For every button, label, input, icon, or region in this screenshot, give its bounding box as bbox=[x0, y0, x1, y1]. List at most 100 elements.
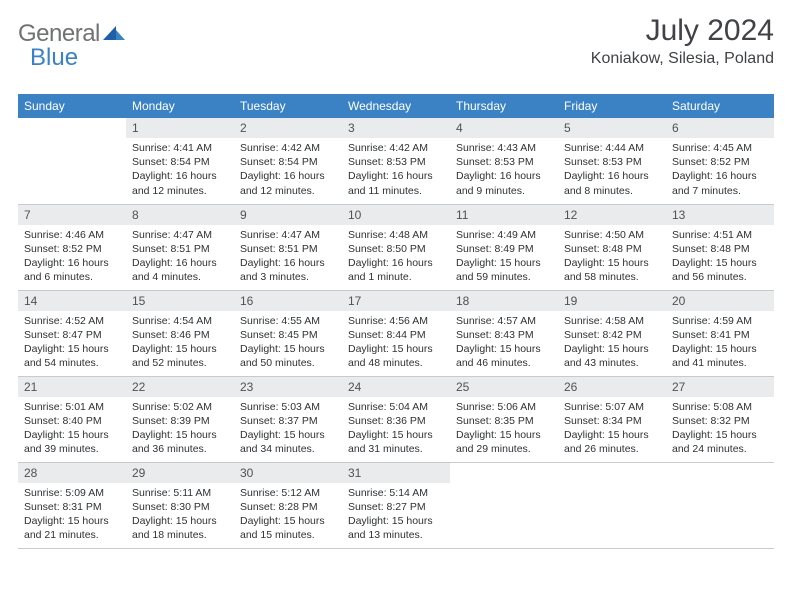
day-detail-line: Sunset: 8:52 PM bbox=[672, 155, 768, 169]
day-detail-line: Sunset: 8:53 PM bbox=[564, 155, 660, 169]
day-detail-line: Sunset: 8:31 PM bbox=[24, 500, 120, 514]
day-detail-line: Daylight: 16 hours bbox=[132, 256, 228, 270]
calendar-day-cell: 13Sunrise: 4:51 AMSunset: 8:48 PMDayligh… bbox=[666, 204, 774, 290]
day-detail-line: Sunset: 8:34 PM bbox=[564, 414, 660, 428]
day-detail-line: and 29 minutes. bbox=[456, 442, 552, 456]
day-number: 22 bbox=[126, 377, 234, 397]
day-detail-line: Daylight: 15 hours bbox=[240, 514, 336, 528]
calendar-day-cell: 21Sunrise: 5:01 AMSunset: 8:40 PMDayligh… bbox=[18, 376, 126, 462]
day-details: Sunrise: 5:02 AMSunset: 8:39 PMDaylight:… bbox=[126, 397, 234, 461]
day-details: Sunrise: 4:47 AMSunset: 8:51 PMDaylight:… bbox=[234, 225, 342, 289]
day-details: Sunrise: 5:06 AMSunset: 8:35 PMDaylight:… bbox=[450, 397, 558, 461]
day-detail-line: Daylight: 16 hours bbox=[564, 169, 660, 183]
day-detail-line: Sunset: 8:42 PM bbox=[564, 328, 660, 342]
day-details: Sunrise: 5:01 AMSunset: 8:40 PMDaylight:… bbox=[18, 397, 126, 461]
day-detail-line: Daylight: 16 hours bbox=[240, 256, 336, 270]
calendar-day-cell: 9Sunrise: 4:47 AMSunset: 8:51 PMDaylight… bbox=[234, 204, 342, 290]
day-detail-line: Sunrise: 4:59 AM bbox=[672, 314, 768, 328]
calendar-day-cell: 6Sunrise: 4:45 AMSunset: 8:52 PMDaylight… bbox=[666, 118, 774, 204]
calendar-day-cell: 18Sunrise: 4:57 AMSunset: 8:43 PMDayligh… bbox=[450, 290, 558, 376]
calendar-day-cell: 4Sunrise: 4:43 AMSunset: 8:53 PMDaylight… bbox=[450, 118, 558, 204]
calendar-week-row: 7Sunrise: 4:46 AMSunset: 8:52 PMDaylight… bbox=[18, 204, 774, 290]
day-details: Sunrise: 5:07 AMSunset: 8:34 PMDaylight:… bbox=[558, 397, 666, 461]
day-details: Sunrise: 4:44 AMSunset: 8:53 PMDaylight:… bbox=[558, 138, 666, 202]
calendar-day-cell: 29Sunrise: 5:11 AMSunset: 8:30 PMDayligh… bbox=[126, 462, 234, 548]
day-number: 5 bbox=[558, 118, 666, 138]
calendar-day-cell: 27Sunrise: 5:08 AMSunset: 8:32 PMDayligh… bbox=[666, 376, 774, 462]
day-detail-line: and 48 minutes. bbox=[348, 356, 444, 370]
calendar-day-cell: 16Sunrise: 4:55 AMSunset: 8:45 PMDayligh… bbox=[234, 290, 342, 376]
calendar-day-cell bbox=[666, 462, 774, 548]
day-details: Sunrise: 5:12 AMSunset: 8:28 PMDaylight:… bbox=[234, 483, 342, 547]
day-detail-line: Sunrise: 4:47 AM bbox=[240, 228, 336, 242]
day-detail-line: Sunset: 8:27 PM bbox=[348, 500, 444, 514]
day-detail-line: and 3 minutes. bbox=[240, 270, 336, 284]
day-detail-line: Sunset: 8:36 PM bbox=[348, 414, 444, 428]
day-details: Sunrise: 4:58 AMSunset: 8:42 PMDaylight:… bbox=[558, 311, 666, 375]
calendar-day-cell: 23Sunrise: 5:03 AMSunset: 8:37 PMDayligh… bbox=[234, 376, 342, 462]
day-details: Sunrise: 5:09 AMSunset: 8:31 PMDaylight:… bbox=[18, 483, 126, 547]
calendar-week-row: 1Sunrise: 4:41 AMSunset: 8:54 PMDaylight… bbox=[18, 118, 774, 204]
day-details: Sunrise: 4:48 AMSunset: 8:50 PMDaylight:… bbox=[342, 225, 450, 289]
header: General July 2024 Koniakow, Silesia, Pol… bbox=[18, 14, 774, 68]
day-detail-line: Sunrise: 5:04 AM bbox=[348, 400, 444, 414]
day-detail-line: Daylight: 16 hours bbox=[240, 169, 336, 183]
logo-blue-row: Blue bbox=[30, 44, 78, 72]
calendar-day-cell bbox=[450, 462, 558, 548]
day-detail-line: and 43 minutes. bbox=[564, 356, 660, 370]
day-detail-line: and 18 minutes. bbox=[132, 528, 228, 542]
calendar-day-cell: 30Sunrise: 5:12 AMSunset: 8:28 PMDayligh… bbox=[234, 462, 342, 548]
day-details: Sunrise: 4:45 AMSunset: 8:52 PMDaylight:… bbox=[666, 138, 774, 202]
day-detail-line: Sunrise: 4:57 AM bbox=[456, 314, 552, 328]
calendar-day-cell bbox=[18, 118, 126, 204]
day-details: Sunrise: 4:54 AMSunset: 8:46 PMDaylight:… bbox=[126, 311, 234, 375]
day-number: 19 bbox=[558, 291, 666, 311]
day-detail-line: Daylight: 15 hours bbox=[564, 342, 660, 356]
calendar-day-cell: 26Sunrise: 5:07 AMSunset: 8:34 PMDayligh… bbox=[558, 376, 666, 462]
title-block: July 2024 Koniakow, Silesia, Poland bbox=[591, 14, 774, 68]
location-text: Koniakow, Silesia, Poland bbox=[591, 50, 774, 68]
day-detail-line: Sunset: 8:53 PM bbox=[456, 155, 552, 169]
day-detail-line: Sunset: 8:30 PM bbox=[132, 500, 228, 514]
day-detail-line: Sunset: 8:37 PM bbox=[240, 414, 336, 428]
day-number: 28 bbox=[18, 463, 126, 483]
day-number: 12 bbox=[558, 205, 666, 225]
day-detail-line: Sunrise: 4:44 AM bbox=[564, 141, 660, 155]
day-detail-line: Sunrise: 5:07 AM bbox=[564, 400, 660, 414]
day-detail-line: and 54 minutes. bbox=[24, 356, 120, 370]
day-details: Sunrise: 5:11 AMSunset: 8:30 PMDaylight:… bbox=[126, 483, 234, 547]
day-details: Sunrise: 4:52 AMSunset: 8:47 PMDaylight:… bbox=[18, 311, 126, 375]
day-detail-line: Daylight: 15 hours bbox=[564, 428, 660, 442]
calendar-day-cell: 11Sunrise: 4:49 AMSunset: 8:49 PMDayligh… bbox=[450, 204, 558, 290]
calendar-day-cell: 8Sunrise: 4:47 AMSunset: 8:51 PMDaylight… bbox=[126, 204, 234, 290]
day-detail-line: and 58 minutes. bbox=[564, 270, 660, 284]
day-details: Sunrise: 4:47 AMSunset: 8:51 PMDaylight:… bbox=[126, 225, 234, 289]
day-detail-line: Sunrise: 4:54 AM bbox=[132, 314, 228, 328]
day-detail-line: Sunset: 8:46 PM bbox=[132, 328, 228, 342]
logo-shape-icon bbox=[102, 23, 126, 46]
day-detail-line: Sunrise: 4:58 AM bbox=[564, 314, 660, 328]
calendar-day-cell: 24Sunrise: 5:04 AMSunset: 8:36 PMDayligh… bbox=[342, 376, 450, 462]
day-number: 29 bbox=[126, 463, 234, 483]
day-number: 25 bbox=[450, 377, 558, 397]
month-title: July 2024 bbox=[591, 14, 774, 48]
day-number: 31 bbox=[342, 463, 450, 483]
day-detail-line: Sunset: 8:52 PM bbox=[24, 242, 120, 256]
day-number: 9 bbox=[234, 205, 342, 225]
day-detail-line: Daylight: 15 hours bbox=[240, 342, 336, 356]
day-detail-line: Sunset: 8:44 PM bbox=[348, 328, 444, 342]
day-detail-line: and 26 minutes. bbox=[564, 442, 660, 456]
day-detail-line: and 52 minutes. bbox=[132, 356, 228, 370]
day-detail-line: and 12 minutes. bbox=[240, 184, 336, 198]
day-detail-line: Daylight: 15 hours bbox=[564, 256, 660, 270]
day-details: Sunrise: 5:08 AMSunset: 8:32 PMDaylight:… bbox=[666, 397, 774, 461]
day-detail-line: Daylight: 15 hours bbox=[348, 428, 444, 442]
calendar-day-cell: 12Sunrise: 4:50 AMSunset: 8:48 PMDayligh… bbox=[558, 204, 666, 290]
weekday-header: Monday bbox=[126, 94, 234, 118]
calendar-header-row: SundayMondayTuesdayWednesdayThursdayFrid… bbox=[18, 94, 774, 118]
day-details: Sunrise: 4:49 AMSunset: 8:49 PMDaylight:… bbox=[450, 225, 558, 289]
day-details: Sunrise: 5:03 AMSunset: 8:37 PMDaylight:… bbox=[234, 397, 342, 461]
day-detail-line: Sunrise: 4:46 AM bbox=[24, 228, 120, 242]
day-details: Sunrise: 4:41 AMSunset: 8:54 PMDaylight:… bbox=[126, 138, 234, 202]
day-number: 30 bbox=[234, 463, 342, 483]
